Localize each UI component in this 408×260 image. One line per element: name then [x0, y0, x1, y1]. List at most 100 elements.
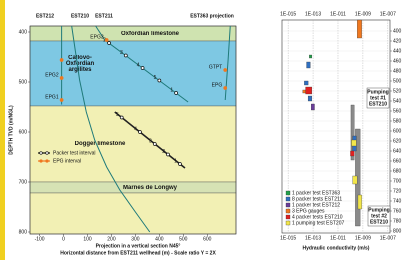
layer-label: Dogger limestone — [50, 141, 150, 147]
legend-label: Packer test interval — [53, 150, 96, 156]
y-tick-label: 620 — [393, 138, 402, 144]
annotation-text: EST210 — [370, 219, 388, 225]
legend-label: EPG interval — [53, 158, 81, 164]
point-label: EPG2 — [45, 72, 59, 78]
x-axis-title: Horizontal distance from EST211 wellhead… — [60, 250, 216, 256]
x-tick-label: 200 — [107, 236, 116, 242]
legend-swatch — [286, 203, 290, 207]
epg-point — [105, 39, 108, 42]
epg-point — [224, 87, 227, 90]
legend-dot — [40, 160, 43, 163]
y-tick-label: 440 — [393, 48, 402, 54]
y-axis-title: DEPTH TVD (m/NGL) — [8, 105, 14, 155]
x-tick-label: -100 — [35, 236, 45, 242]
legend-dot — [46, 152, 49, 155]
x-tick-label: 100 — [83, 236, 92, 242]
x-tick-label: 400 — [155, 236, 164, 242]
packer-point — [175, 92, 178, 95]
x-tick-label: 1E-007 — [380, 235, 396, 241]
epg-point — [60, 99, 63, 102]
well-label: EST211 — [95, 13, 113, 19]
y-tick-label: 660 — [393, 158, 402, 164]
x-tick-label: 1E-011 — [330, 235, 346, 241]
x-tick-label: 1E-013 — [305, 11, 321, 17]
x-tick-label: 1E-013 — [305, 235, 321, 241]
chart-title: Projection in a vertical section N45° — [96, 243, 181, 249]
side-strip — [0, 0, 5, 260]
legend-swatch — [286, 197, 290, 201]
point-label: EPG3 — [90, 34, 104, 40]
conductivity-interval — [358, 195, 362, 209]
x-tick-label: 1E-015 — [280, 11, 296, 17]
conductivity-interval — [351, 140, 356, 146]
epg-point — [60, 59, 63, 62]
legend-swatch — [286, 221, 290, 225]
annotation-text: EST210 — [369, 101, 387, 107]
y-tick-label: 420 — [393, 38, 402, 44]
conductivity-interval — [304, 81, 308, 85]
x-tick-label: 1E-015 — [280, 235, 296, 241]
y-tick-label: 740 — [393, 198, 402, 204]
packer-point — [153, 143, 156, 146]
layer-label-box: Callovo-Oxfordian argilites — [60, 55, 100, 79]
conductivity-panel: 1E-015 1E-015 1E-013 1E-013 1E-011 1E-011 1E-0… — [280, 11, 401, 251]
y-tick-label: 600 — [19, 129, 28, 135]
legend-swatch — [286, 191, 290, 195]
point-label: 3 — [120, 50, 123, 56]
packer-point — [178, 163, 181, 166]
y-tick-label: 400 — [19, 29, 28, 35]
y-tick-label: 800 — [393, 228, 402, 234]
layer-label: Marnes de Longwy — [100, 185, 200, 191]
x-tick-label: 1E-009 — [355, 235, 371, 241]
x-tick-label: 1E-009 — [355, 11, 371, 17]
y-tick-label: 600 — [393, 128, 402, 134]
x-tick-label: 1E-007 — [380, 11, 396, 17]
x-tick-label: 500 — [179, 236, 188, 242]
y-tick-label: 540 — [393, 98, 402, 104]
y-tick-label: 500 — [393, 78, 402, 84]
layer — [30, 193, 236, 234]
point-label: GTPT — [209, 64, 222, 70]
legend-swatch — [286, 215, 290, 219]
y-tick-label: 780 — [393, 218, 402, 224]
conductivity-interval — [353, 176, 358, 184]
layer-label: Callovo-Oxfordian argilites — [60, 55, 100, 73]
packer-point — [158, 79, 161, 82]
point-label: 5 — [154, 75, 157, 81]
well-label: EST363 projection — [190, 13, 234, 19]
y-tick-label: 500 — [19, 79, 28, 85]
packer-point — [124, 54, 127, 57]
y-tick-label: 580 — [393, 118, 402, 124]
y-tick-label: 520 — [393, 88, 402, 94]
epg-point — [224, 69, 227, 72]
point-label: 1 — [174, 158, 177, 164]
y-tick-label: 700 — [393, 178, 402, 184]
point-label: EPG1 — [45, 94, 59, 100]
legend-swatch — [286, 209, 290, 213]
x-tick-label: 1E-011 — [330, 11, 346, 17]
y-tick-label: 760 — [393, 208, 402, 214]
epg-point — [60, 77, 63, 80]
x-tick-label: 0 — [62, 236, 65, 242]
point-label: EPG — [212, 82, 223, 88]
conductivity-interval — [306, 87, 312, 94]
point-label: 3 — [149, 138, 152, 144]
y-tick-label: 480 — [393, 68, 402, 74]
x-axis-title: Hydraulic conductivity (m/s) — [303, 245, 370, 251]
conductivity-interval — [307, 62, 311, 68]
y-tick-label: 400 — [393, 28, 402, 34]
packer-point — [141, 67, 144, 70]
packer-point — [166, 153, 169, 156]
y-tick-label: 560 — [393, 108, 402, 114]
y-tick-label: 460 — [393, 58, 402, 64]
packer-point — [108, 42, 111, 45]
legend-dot — [40, 152, 43, 155]
point-label: 1 — [170, 87, 173, 93]
conductivity-interval — [350, 151, 354, 156]
conductivity-interval — [357, 20, 361, 38]
y-tick-label: 800 — [19, 229, 28, 235]
packer-point — [120, 116, 123, 119]
point-label: 5 — [116, 112, 119, 118]
x-tick-label: 600 — [203, 236, 212, 242]
y-tick-label: 680 — [393, 168, 402, 174]
